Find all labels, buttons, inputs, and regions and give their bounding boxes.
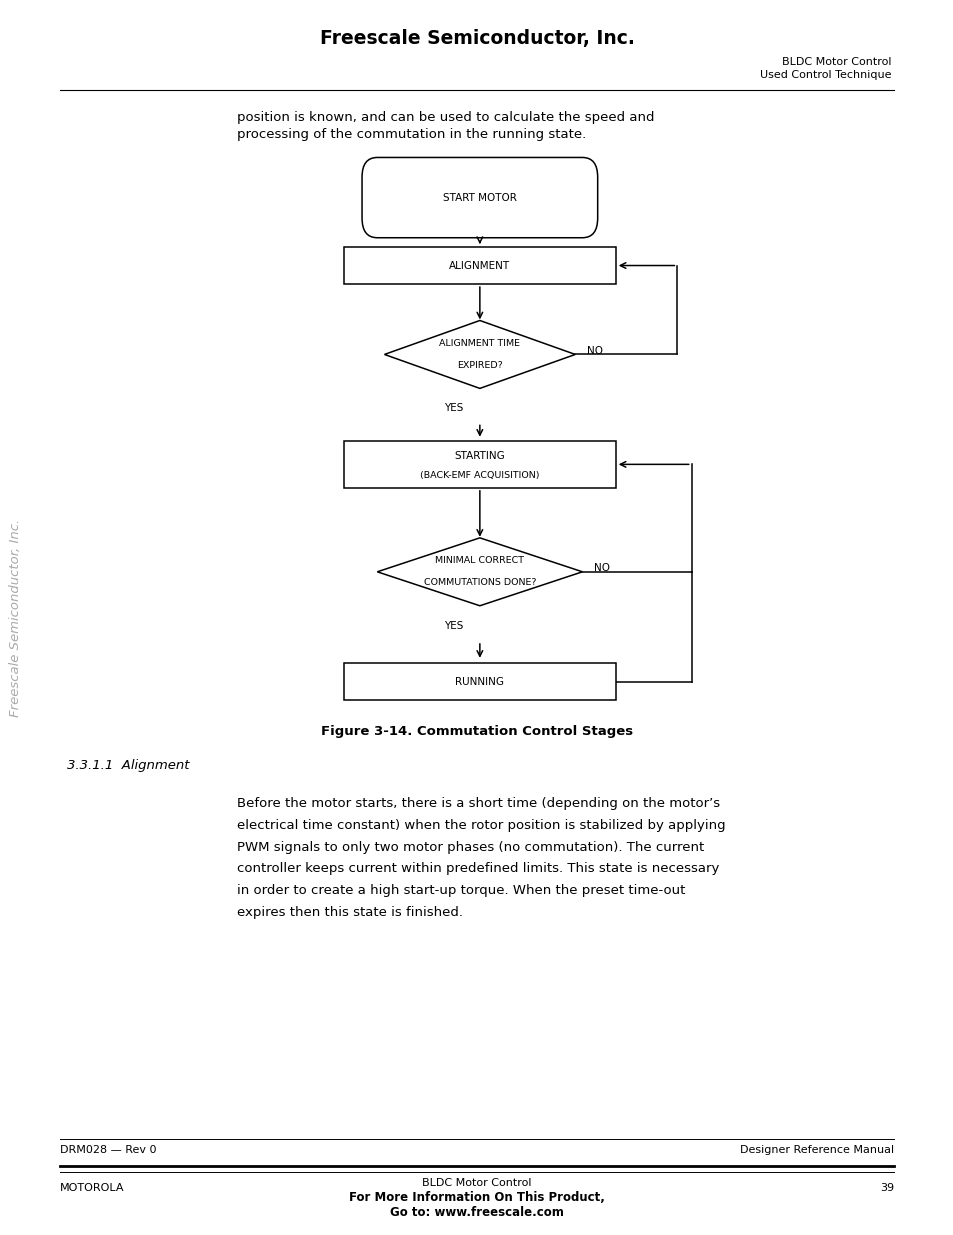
Text: START MOTOR: START MOTOR [442, 193, 517, 203]
Text: Designer Reference Manual: Designer Reference Manual [739, 1145, 893, 1155]
Text: MOTOROLA: MOTOROLA [60, 1183, 125, 1193]
Text: Used Control Technique: Used Control Technique [760, 70, 891, 80]
Text: BLDC Motor Control: BLDC Motor Control [781, 57, 891, 67]
Text: YES: YES [443, 403, 462, 414]
Text: EXPIRED?: EXPIRED? [456, 361, 502, 370]
Text: ALIGNMENT TIME: ALIGNMENT TIME [439, 338, 519, 348]
Text: DRM028 — Rev 0: DRM028 — Rev 0 [60, 1145, 156, 1155]
Polygon shape [376, 538, 581, 605]
Text: Freescale Semiconductor, Inc.: Freescale Semiconductor, Inc. [319, 30, 634, 48]
Text: processing of the commutation in the running state.: processing of the commutation in the run… [236, 128, 585, 141]
Text: COMMUTATIONS DONE?: COMMUTATIONS DONE? [423, 578, 536, 588]
Text: Figure 3-14. Commutation Control Stages: Figure 3-14. Commutation Control Stages [320, 725, 633, 737]
Text: MINIMAL CORRECT: MINIMAL CORRECT [435, 556, 524, 566]
FancyBboxPatch shape [361, 157, 597, 237]
Text: 39: 39 [879, 1183, 893, 1193]
Text: Before the motor starts, there is a short time (depending on the motor’s: Before the motor starts, there is a shor… [236, 798, 719, 810]
FancyBboxPatch shape [343, 441, 616, 488]
Text: position is known, and can be used to calculate the speed and: position is known, and can be used to ca… [236, 111, 654, 124]
Text: STARTING: STARTING [454, 451, 505, 461]
Text: PWM signals to only two motor phases (no commutation). The current: PWM signals to only two motor phases (no… [236, 841, 703, 853]
Text: electrical time constant) when the rotor position is stabilized by applying: electrical time constant) when the rotor… [236, 819, 724, 832]
Text: 3.3.1.1  Alignment: 3.3.1.1 Alignment [67, 760, 189, 772]
Text: ALIGNMENT: ALIGNMENT [449, 261, 510, 270]
FancyBboxPatch shape [343, 247, 616, 284]
FancyBboxPatch shape [343, 663, 616, 700]
Text: Go to: www.freescale.com: Go to: www.freescale.com [390, 1207, 563, 1219]
Text: RUNNING: RUNNING [455, 677, 504, 687]
Polygon shape [384, 321, 575, 388]
Text: For More Information On This Product,: For More Information On This Product, [349, 1192, 604, 1204]
Text: in order to create a high start-up torque. When the preset time-out: in order to create a high start-up torqu… [236, 884, 684, 897]
Text: controller keeps current within predefined limits. This state is necessary: controller keeps current within predefin… [236, 862, 719, 876]
Text: expires then this state is finished.: expires then this state is finished. [236, 905, 462, 919]
Text: YES: YES [443, 620, 462, 631]
Text: BLDC Motor Control: BLDC Motor Control [422, 1178, 531, 1188]
Text: Freescale Semiconductor, Inc.: Freescale Semiconductor, Inc. [9, 519, 22, 716]
Text: (BACK-EMF ACQUISITION): (BACK-EMF ACQUISITION) [419, 471, 539, 480]
Text: NO: NO [586, 346, 602, 356]
Text: NO: NO [593, 563, 609, 573]
